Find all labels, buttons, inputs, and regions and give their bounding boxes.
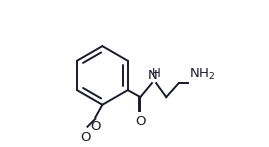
Text: NH$_2$: NH$_2$: [189, 67, 215, 82]
Text: O: O: [90, 120, 101, 133]
Text: H: H: [152, 67, 161, 80]
Text: N: N: [148, 69, 158, 82]
Text: O: O: [81, 131, 91, 144]
Text: O: O: [135, 115, 146, 128]
